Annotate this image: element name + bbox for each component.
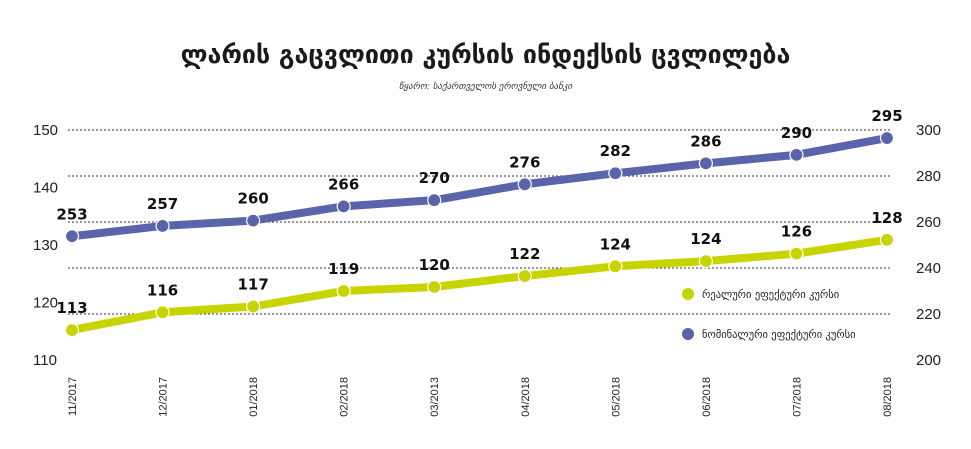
data-point: [517, 177, 532, 192]
data-point: [64, 323, 80, 338]
x-axis-tick: 03/2013: [429, 377, 441, 417]
data-label: 119: [328, 260, 359, 278]
data-point: [427, 193, 442, 208]
data-label: 260: [237, 190, 268, 208]
data-label: 266: [328, 175, 359, 193]
data-label: 113: [56, 299, 87, 317]
series-line-real: [68, 235, 891, 335]
data-label: 276: [509, 153, 540, 171]
right-axis-tick: 300: [916, 122, 941, 139]
data-label: 270: [419, 169, 450, 187]
data-label: 295: [871, 107, 902, 125]
data-point: [336, 283, 351, 299]
left-axis-tick: 130: [33, 237, 58, 254]
data-label: 290: [781, 124, 812, 142]
x-axis-tick: 04/2018: [520, 377, 532, 417]
chart-subtitle: წყარო: საქართველოს ეროვნული ბანკი: [398, 82, 573, 92]
data-label: 126: [781, 223, 812, 241]
data-point: [789, 246, 804, 261]
data-label: 124: [690, 230, 721, 248]
data-point: [608, 166, 623, 181]
chart-title: ლარის გაცვლითი კურსის ინდექსის ცვლილება: [180, 40, 791, 69]
data-point: [789, 147, 804, 162]
legend-marker: [682, 328, 694, 340]
series-line-nominal: [68, 134, 891, 241]
data-label: 122: [509, 245, 540, 263]
right-axis-tick: 260: [916, 214, 941, 231]
data-label: 120: [419, 256, 450, 274]
data-label: 257: [147, 195, 178, 213]
x-axis-tick: 07/2018: [791, 377, 803, 417]
x-axis-tick: 06/2018: [701, 377, 713, 417]
data-point: [879, 232, 895, 247]
data-point: [246, 213, 261, 228]
x-axis-tick: 05/2018: [610, 377, 622, 417]
data-label: 116: [147, 281, 178, 299]
data-point: [246, 299, 261, 314]
right-axis-tick: 200: [916, 352, 941, 369]
data-label: 282: [600, 142, 631, 160]
data-point: [336, 199, 351, 214]
data-label: 286: [690, 132, 721, 150]
data-label: 124: [600, 235, 631, 253]
data-point: [155, 305, 170, 320]
x-axis-tick: 12/2017: [158, 377, 170, 417]
x-axis-tick: 01/2018: [248, 377, 260, 417]
data-label: 117: [237, 276, 268, 294]
left-axis-tick: 140: [33, 180, 58, 197]
left-axis-tick: 110: [33, 352, 57, 369]
x-axis-tick: 11/2017: [67, 377, 79, 416]
data-point: [427, 279, 442, 295]
right-axis-tick: 220: [916, 306, 941, 323]
data-label: 253: [56, 205, 87, 223]
legend-label: ნომინალური ეფექტური კურსი: [702, 329, 856, 341]
data-point: [698, 254, 713, 269]
data-point: [155, 218, 170, 234]
data-point: [64, 229, 80, 244]
data-point: [698, 156, 713, 171]
legend-marker: [682, 288, 694, 300]
left-axis-tick: 150: [33, 122, 58, 139]
legend-label: რეალური ეფექტური კურსი: [702, 289, 839, 301]
left-axis-tick: 120: [33, 295, 58, 312]
data-point: [608, 259, 623, 274]
right-axis-tick: 240: [916, 260, 941, 277]
x-axis-tick: 02/2018: [339, 377, 351, 417]
data-point: [879, 130, 895, 146]
data-label: 128: [871, 209, 902, 227]
data-point: [517, 268, 532, 284]
x-axis-tick: 08/2018: [882, 377, 894, 417]
right-axis-tick: 280: [916, 168, 941, 185]
